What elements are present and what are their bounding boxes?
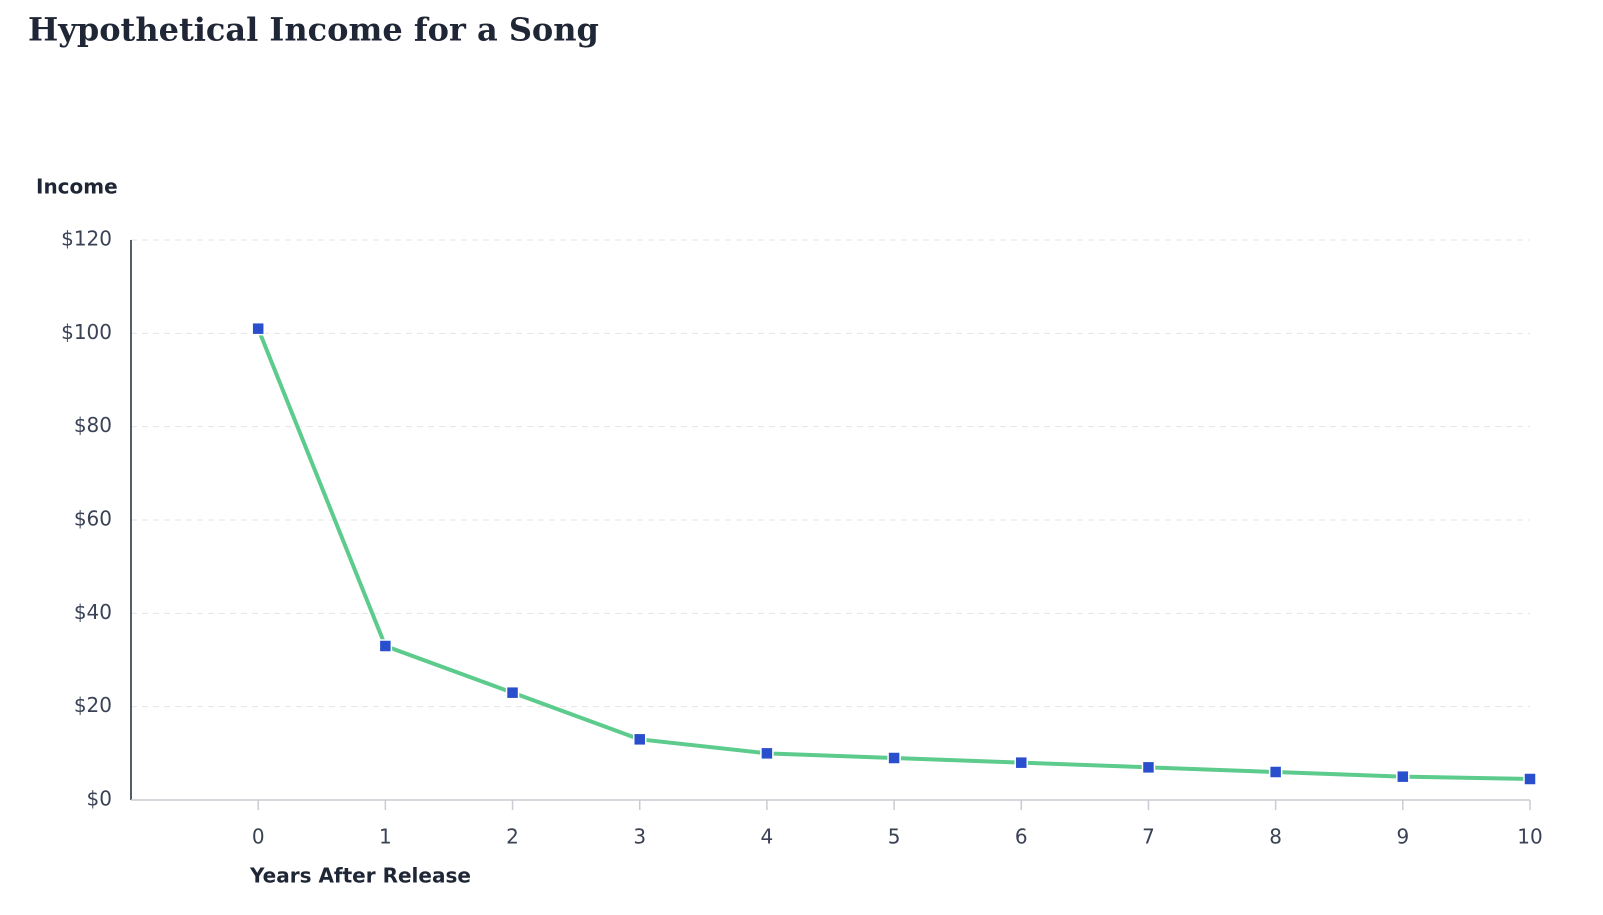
data-point	[1396, 769, 1410, 784]
x-tick-label: 2	[506, 825, 519, 849]
x-tick-label: 1	[379, 825, 392, 849]
y-tick-label: $20	[74, 693, 112, 717]
x-tick-label: 7	[1142, 825, 1155, 849]
data-point	[1523, 772, 1537, 786]
data-point	[632, 732, 647, 747]
y-tick-label: $120	[61, 227, 112, 251]
data-point	[1141, 760, 1156, 775]
x-tick-label: 9	[1396, 825, 1409, 849]
y-tick-label: $0	[87, 787, 112, 811]
x-tick-label: 5	[888, 825, 901, 849]
data-point	[378, 639, 393, 653]
data-point	[887, 751, 901, 765]
data-point	[505, 685, 520, 700]
y-tick-label: $80	[74, 413, 112, 437]
x-tick-label: 4	[761, 825, 774, 849]
y-tick-label: $60	[74, 507, 112, 531]
x-tick-label: 8	[1269, 825, 1282, 849]
data-point	[760, 746, 774, 761]
data-point	[1014, 755, 1029, 770]
x-tick-label: 6	[1015, 825, 1028, 849]
y-tick-label: $100	[61, 320, 112, 344]
y-axis-label: Income	[36, 175, 118, 199]
data-point	[1268, 765, 1283, 779]
chart-title: Hypothetical Income for a Song	[28, 11, 599, 49]
data-point	[251, 321, 265, 336]
x-axis-label: Years After Release	[249, 864, 471, 888]
x-tick-label: 0	[252, 825, 265, 849]
x-tick-label: 3	[633, 825, 646, 849]
x-tick-label: 10	[1517, 825, 1542, 849]
data-line	[256, 327, 1531, 781]
y-tick-label: $40	[74, 600, 112, 624]
